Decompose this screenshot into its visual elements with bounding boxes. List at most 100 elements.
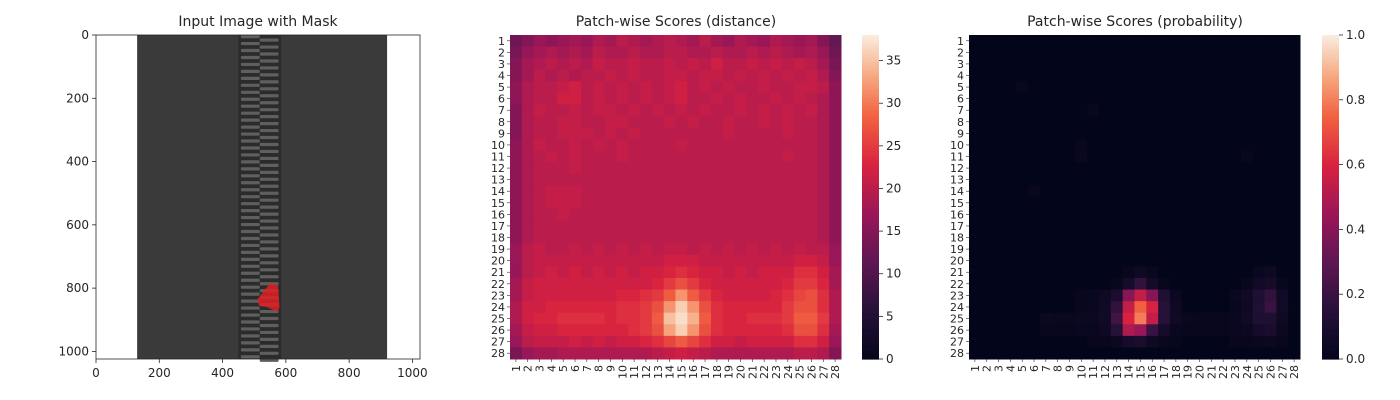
heatmap-cell (1028, 197, 1041, 210)
distance-heatmap (510, 35, 842, 360)
heatmap-cell (569, 173, 582, 186)
heatmap-cell (545, 301, 558, 314)
heatmap-cell (663, 162, 676, 175)
colorbar-gradient-step (1322, 340, 1339, 344)
heatmap-cell (1039, 347, 1053, 360)
y-tick-label: 16 (950, 208, 964, 221)
colorbar-tick-label: 10 (886, 267, 901, 281)
heatmap-cell (1252, 197, 1266, 210)
heatmap-cell (1205, 254, 1218, 267)
heatmap-cell (980, 116, 994, 129)
colorbar-gradient-step (862, 45, 879, 50)
heatmap-cell (545, 46, 558, 59)
zipper-tooth (259, 275, 279, 279)
heatmap-cell (980, 46, 994, 59)
heatmap-cell (1028, 324, 1041, 337)
heatmap-cell (817, 35, 830, 48)
heatmap-cell (969, 312, 982, 325)
heatmap-cell (793, 162, 807, 175)
heatmap-cell (1099, 104, 1112, 117)
heatmap-cell (829, 35, 842, 48)
heatmap-cell (969, 81, 982, 94)
heatmap-cell (1087, 231, 1100, 244)
heatmap-cell (1193, 243, 1206, 256)
heatmap-cell (1169, 139, 1183, 152)
heatmap-cell (1110, 185, 1124, 198)
heatmap-cell (722, 289, 736, 302)
heatmap-cell (1110, 335, 1124, 348)
heatmap-cell (1110, 208, 1124, 221)
colorbar-gradient-step (862, 213, 879, 217)
colorbar-tick-label: 30 (886, 96, 901, 110)
heatmap-cell (545, 69, 558, 82)
heatmap-cell (980, 312, 994, 325)
heatmap-cell (510, 301, 523, 314)
heatmap-cell (1016, 243, 1029, 256)
x-tick-label: 11 (628, 365, 641, 379)
heatmap-cell (734, 278, 747, 291)
colorbar-gradient-step (1322, 75, 1339, 79)
heatmap-cell (1028, 278, 1041, 291)
colorbar-gradient-step (1322, 299, 1339, 303)
heatmap-cell (1051, 46, 1065, 59)
x-tick-label: 18 (1170, 365, 1183, 379)
heatmap-cell (969, 173, 982, 186)
colorbar-gradient-step (862, 242, 879, 247)
heatmap-cell (580, 335, 594, 348)
heatmap-cell (805, 231, 818, 244)
colorbar-gradient-step (1322, 37, 1339, 41)
heatmap-cell (592, 312, 606, 325)
colorbar-gradient-step (862, 321, 879, 325)
heatmap-cell (1075, 104, 1088, 117)
y-tick-label: 600 (66, 218, 89, 232)
y-tick-label: 28 (491, 347, 505, 360)
heatmap-cell (722, 173, 736, 186)
heatmap-cell (1264, 208, 1277, 221)
colorbar-gradient-step (862, 253, 879, 257)
heatmap-cell (1264, 312, 1277, 325)
zipper-tooth (240, 139, 260, 143)
heatmap-cell (1063, 150, 1076, 163)
heatmap-cell (1158, 301, 1171, 314)
heatmap-cell (628, 266, 641, 279)
heatmap-cell (1181, 220, 1195, 233)
heatmap-cell (817, 231, 830, 244)
heatmap-cell (510, 104, 523, 117)
heatmap-cell (1288, 92, 1301, 105)
heatmap-cell (1051, 335, 1065, 348)
heatmap-cell (992, 139, 1005, 152)
heatmap-cell (1276, 46, 1289, 59)
colorbar-gradient-step (862, 186, 879, 190)
heatmap-cell (710, 81, 724, 94)
heatmap-cell (746, 92, 759, 105)
heatmap-cell (758, 197, 771, 210)
heatmap-cell (746, 46, 759, 59)
heatmap-cell (1110, 197, 1124, 210)
heatmap-cell (1252, 46, 1266, 59)
heatmap-cell (1181, 301, 1195, 314)
heatmap-cell (793, 231, 807, 244)
heatmap-cell (746, 139, 759, 152)
zipper-tooth (240, 299, 260, 303)
heatmap-cell (1205, 220, 1218, 233)
heatmap-cell (1169, 162, 1183, 175)
heatmap-cell (1028, 301, 1041, 314)
heatmap-cell (1016, 312, 1029, 325)
zipper-tooth (240, 215, 260, 220)
heatmap-cell (781, 150, 795, 163)
heatmap-cell (1075, 185, 1088, 198)
y-tick-label: 20 (950, 255, 964, 268)
zipper-tooth (259, 344, 279, 348)
colorbar-gradient-step (1322, 140, 1339, 144)
heatmap-cell (734, 46, 747, 59)
heatmap-cell (793, 347, 807, 360)
heatmap-cell (980, 197, 994, 210)
heatmap-cell (781, 278, 795, 291)
heatmap-cell (675, 266, 688, 279)
heatmap-cell (1217, 347, 1230, 360)
heatmap-cell (1075, 116, 1088, 129)
heatmap-cell (1169, 35, 1183, 48)
heatmap-cell (1264, 324, 1277, 337)
heatmap-cell (1276, 347, 1289, 360)
heatmap-cell (1193, 58, 1206, 71)
